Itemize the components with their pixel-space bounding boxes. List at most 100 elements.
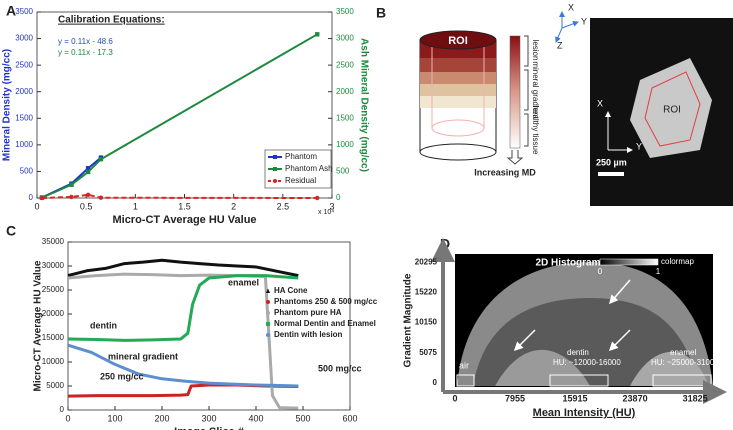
panel-label: A (6, 3, 16, 19)
x-tick-label: 1 (133, 201, 138, 211)
y2-tick-label: 1500 (336, 113, 354, 122)
annotation: enamel (228, 277, 259, 287)
annotation: y = 0.11x - 48.6 (58, 37, 113, 46)
legend-marker (266, 333, 270, 337)
y-tick-label: 2000 (15, 87, 33, 96)
axis-3d-label: Y (581, 16, 587, 26)
x-tick-label: 300 (201, 413, 216, 423)
band (420, 84, 496, 96)
x-tick-label: 400 (248, 413, 263, 423)
legend-marker (266, 322, 270, 326)
marker (85, 192, 91, 198)
y-tick-label: 10150 (415, 318, 438, 327)
series-line (41, 193, 318, 199)
cylinder-top (419, 30, 497, 50)
legend-marker (273, 155, 277, 159)
gradient-label: healthy tissue (531, 106, 540, 155)
y-tick-label: 0 (433, 378, 438, 387)
y-tick-label: 20295 (415, 257, 438, 266)
y2-tick-label: 500 (336, 167, 350, 176)
region-box (456, 374, 475, 387)
y-tick-label: 5075 (419, 348, 437, 357)
annotation: mineral gradient (108, 351, 178, 361)
series-line (41, 156, 102, 199)
marker (85, 169, 91, 175)
arrow (609, 279, 631, 305)
x-tick-label: 23870 (623, 393, 648, 403)
y-tick-label: 0 (29, 193, 34, 202)
image-axis-label: Y (636, 141, 642, 151)
cylinder-label: ROI (448, 35, 468, 47)
y-axis-label: Micro-CT Average HU Value (33, 260, 44, 391)
annotation: air (459, 360, 469, 370)
arrow (506, 150, 524, 165)
legend-label: Phantom pure HA (274, 308, 342, 317)
y-tick-label: 1000 (15, 140, 33, 149)
gradient-label: mineral gradient (531, 61, 540, 119)
legend-marker (266, 311, 270, 315)
x-tick-label: 2 (231, 201, 236, 211)
legend-label: Dentin with lesion (274, 330, 343, 339)
x-tick-label: 0 (34, 201, 39, 211)
y-tick-label: 500 (20, 167, 34, 176)
density (630, 351, 709, 386)
marker (315, 195, 320, 201)
legend-label: Phantom (285, 152, 317, 161)
x-tick-label: 2.5 (277, 201, 290, 211)
annotation: dentin (90, 320, 117, 330)
y2-tick-label: 2500 (336, 60, 354, 69)
arrow (608, 329, 631, 352)
panel-b: B ROI lesion mineral gradient healthy ti… (376, 2, 733, 206)
legend-marker (273, 167, 277, 171)
legend-label: HA Cone (274, 286, 308, 295)
scale-bar-label: 250 µm (596, 157, 627, 167)
y-tick-label: 15000 (42, 333, 65, 342)
marker (85, 166, 91, 171)
panel-label: C (6, 223, 16, 239)
legend-label: Normal Dentin and Enamel (274, 319, 376, 328)
x-tick-label: 0.5 (80, 201, 93, 211)
y2-tick-label: 1000 (336, 140, 354, 149)
legend-label: Phantom Ash (285, 164, 333, 173)
arrow (513, 329, 536, 352)
panel-label: B (376, 5, 386, 21)
annotation: y = 0.11x - 17.3 (58, 48, 113, 57)
bracket (524, 35, 529, 147)
y-tick-label: 3000 (15, 34, 33, 43)
gradient-bar (509, 35, 521, 149)
annotation: 500 mg/cc (318, 363, 362, 373)
x-axis-label: Micro-CT Average HU Value (112, 214, 256, 226)
y-tick-label: 20000 (42, 309, 65, 318)
y-tick-label: 2500 (15, 60, 33, 69)
axis-3d-label: Z (557, 40, 563, 50)
series-line (67, 258, 299, 278)
x-tick-label: 31825 (683, 393, 708, 403)
roi-outline (644, 71, 701, 147)
x-tick-label: 15915 (563, 393, 588, 403)
colorbar-tick: 0 (598, 267, 603, 276)
arrow-label: Increasing MD (474, 167, 536, 177)
marker (315, 32, 320, 37)
series-line (67, 272, 299, 410)
annotation: HU: ~25000-31000 (651, 358, 719, 367)
y-tick-label: 0 (60, 405, 65, 414)
y2-tick-label: 2000 (336, 87, 354, 96)
axis-arrow (555, 27, 563, 43)
legend-marker (273, 179, 277, 183)
x-axis-label: Mean Intensity (HU) (533, 407, 636, 419)
band (420, 72, 496, 84)
band (420, 58, 496, 72)
density (495, 349, 590, 386)
legend-marker (266, 300, 270, 304)
y2-axis-label: Ash Mineral Density (mg/cc) (358, 38, 369, 172)
annotation: HU: ~12000-16000 (553, 358, 621, 367)
annotation: Calibration Equations: (58, 15, 165, 26)
y-tick-label: 1500 (15, 113, 33, 122)
chart-title: 2D Histogram (535, 258, 600, 269)
gradient-label: lesion (531, 40, 540, 61)
x-tick-label: 600 (342, 413, 357, 423)
colorbar-label: colormap (661, 257, 694, 266)
x-tick-label: 200 (154, 413, 169, 423)
axis-3d-label: X (568, 2, 574, 12)
marker (98, 157, 104, 162)
